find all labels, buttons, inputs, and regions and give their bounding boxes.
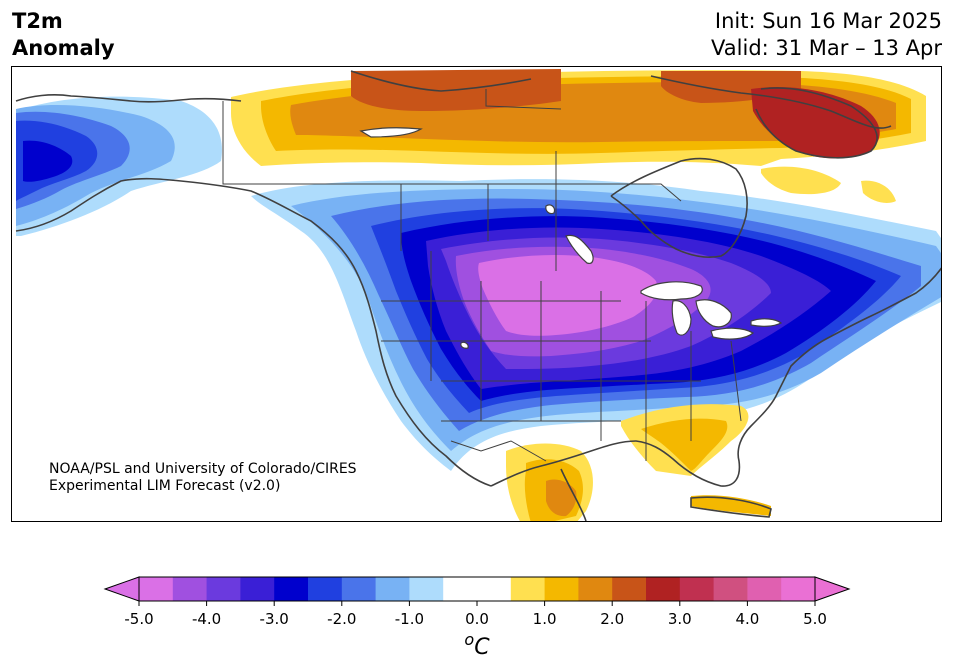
colorbar-segment	[781, 577, 816, 601]
lake-superior	[640, 281, 703, 301]
colorbar-segment	[375, 577, 410, 601]
valid-date: Valid: 31 Mar – 13 Apr	[711, 36, 942, 60]
colorbar-segment	[409, 577, 444, 601]
colorbar-tick-label: -5.0	[124, 610, 153, 628]
colorbar-tick-label: -3.0	[260, 610, 289, 628]
colorbar-tick-label: -1.0	[395, 610, 424, 628]
colorbar-max-extension	[814, 576, 851, 602]
colorbar-segment	[341, 577, 377, 601]
colorbar-segment	[510, 577, 546, 601]
colorbar-segment	[612, 577, 647, 601]
coastlines	[15, 70, 941, 521]
colorbar-ticks: -5.0 -4.0 -3.0 -2.0 -1.0 0.0 1.0 2.0 3.0 4.0 5.0	[124, 601, 827, 628]
colorbar-segment	[646, 577, 681, 601]
colorbar-tick-label: 4.0	[735, 610, 759, 628]
init-date: Init: Sun 16 Mar 2025	[714, 9, 942, 33]
colorbar-segment	[274, 577, 309, 601]
date-info: Init: Sun 16 Mar 2025 Valid: 31 Mar – 13…	[711, 8, 942, 62]
colorbar-segment	[139, 577, 174, 601]
political-borders	[222, 89, 742, 462]
colorbar-tick-label: 1.0	[533, 610, 557, 628]
colorbar-segment	[443, 577, 478, 601]
colorbar-segment	[172, 577, 208, 601]
title-line-1: T2m	[12, 9, 63, 33]
colorbar-unit-label: oC	[464, 630, 490, 660]
lake-erie	[710, 327, 755, 340]
colorbar-tick-label: 3.0	[668, 610, 692, 628]
colorbar-tick-label: -2.0	[327, 610, 356, 628]
lake-michigan	[671, 300, 692, 336]
colorbar-segment	[544, 577, 579, 601]
colorbar-segment	[747, 577, 782, 601]
colorbar-tick-label: 0.0	[465, 610, 489, 628]
credit-line-1: NOAA/PSL and University of Colorado/CIRE…	[49, 461, 357, 477]
colorbar-min-extension	[103, 576, 140, 602]
title-line-2: Anomaly	[12, 36, 115, 60]
colorbar-segment	[308, 577, 343, 601]
cold-anomaly-field	[16, 96, 941, 471]
map-panel	[11, 66, 942, 522]
lake-huron	[695, 299, 732, 328]
chart-title: T2m Anomaly	[12, 8, 115, 62]
lake-winnipeg	[565, 234, 594, 264]
colorbar-segments	[139, 577, 816, 601]
credit-line-2: Experimental LIM Forecast (v2.0)	[49, 478, 281, 494]
colorbar-tick-label: 2.0	[600, 610, 624, 628]
great-bear-lake	[359, 127, 423, 138]
colorbar-segment	[578, 577, 613, 601]
colorbar-tick-label: -4.0	[192, 610, 221, 628]
lakes	[359, 127, 783, 349]
colorbar-segment	[206, 577, 241, 601]
great-salt-lake	[460, 341, 469, 349]
colorbar-segment	[713, 577, 748, 601]
colorbar: -5.0 -4.0 -3.0 -2.0 -1.0 0.0 1.0 2.0 3.0 4.0 5.0	[103, 576, 851, 628]
colorbar-segment	[477, 577, 512, 601]
anomaly-map	[15, 69, 941, 521]
colorbar-segment	[240, 577, 275, 601]
colorbar-segment	[679, 577, 715, 601]
colorbar-tick-label: 5.0	[803, 610, 827, 628]
lake-ontario	[750, 318, 783, 327]
credit-text: NOAA/PSL and University of Colorado/CIRE…	[49, 461, 357, 495]
lake-manitoba	[545, 204, 556, 215]
